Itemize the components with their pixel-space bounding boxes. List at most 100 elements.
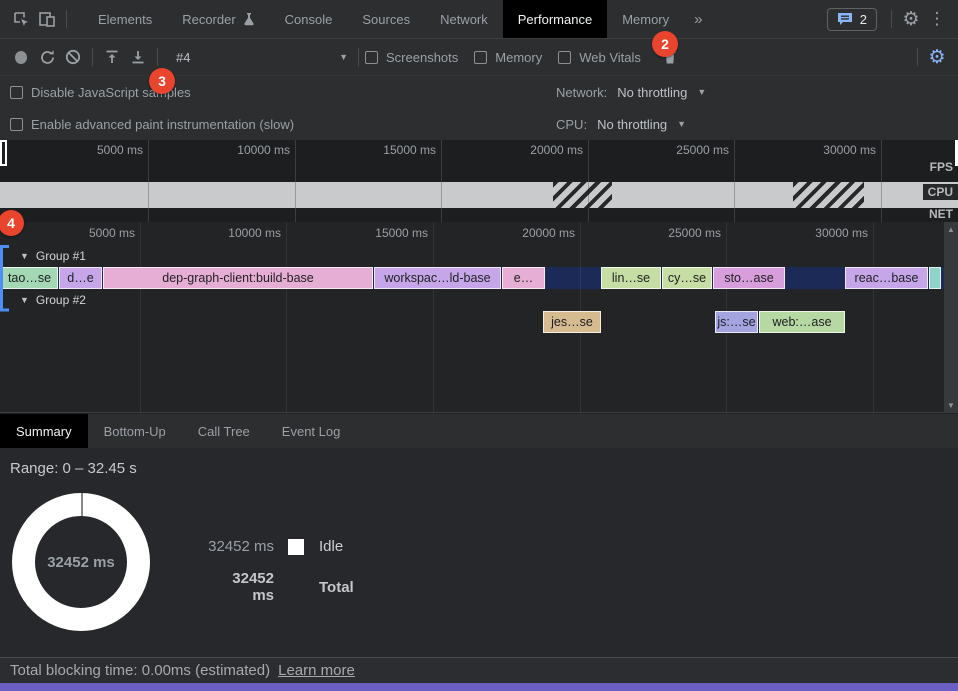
flame-bar[interactable]: web:…ase [759, 311, 845, 333]
feedback-bubble-icon [837, 13, 852, 25]
overview-window-left-handle[interactable] [0, 140, 7, 166]
timeline-tick-label: 15000 ms [375, 226, 428, 240]
flame-chart[interactable]: 5000 ms 10000 ms 15000 ms 20000 ms 25000 ms 3… [0, 222, 958, 413]
chevron-down-icon: ▼ [339, 52, 348, 62]
flame-bar[interactable]: e… [502, 267, 545, 289]
device-toolbar-icon[interactable] [34, 6, 60, 32]
overview-tick-label: 15000 ms [383, 143, 436, 157]
performance-toolbar: #4 ▼ Screenshots Memory Web Vitals ⚙ [0, 39, 958, 76]
details-tab-summary[interactable]: Summary [0, 414, 88, 448]
more-options-icon[interactable]: ⋮ [928, 9, 946, 29]
record-button[interactable] [8, 44, 34, 70]
lane-label-fps: FPS [929, 160, 953, 174]
tab-label: Performance [517, 11, 593, 27]
checkbox-screenshots[interactable]: Screenshots [365, 50, 458, 65]
flame-bar[interactable]: workspac…ld-base [374, 267, 501, 289]
overview-window-right-handle[interactable] [955, 140, 958, 166]
range-text: Range: 0 – 32.45 s [10, 460, 137, 477]
flame-bar[interactable]: dep-graph-client:build-base [103, 267, 373, 289]
details-tab-call-tree[interactable]: Call Tree [197, 423, 250, 439]
divider [891, 10, 892, 28]
flame-bar[interactable]: lin…se [601, 267, 661, 289]
history-dropdown[interactable]: #4 ▼ [168, 50, 348, 65]
capture-settings-pane: Disable JavaScript samples Enable advanc… [0, 76, 958, 140]
issues-counter[interactable]: 2 [826, 7, 877, 31]
checkbox-memory[interactable]: Memory [474, 50, 542, 65]
cpu-throttling: CPU: No throttling ▼ [556, 108, 686, 140]
flame-bar[interactable]: js:…se [715, 311, 758, 333]
chevron-down-icon: ▼ [677, 119, 687, 129]
summary-pane: Range: 0 – 32.45 s 32452 ms 32452 ms Idle… [0, 448, 958, 657]
load-profile-icon[interactable] [99, 44, 125, 70]
capture-settings-gear-icon[interactable]: ⚙ [928, 45, 946, 68]
overview-strip-gridline [588, 182, 589, 208]
timeline-gridline [140, 222, 141, 413]
overview-gridline [734, 140, 735, 222]
tab-network[interactable]: Network [425, 0, 503, 38]
flame-bar[interactable]: cy…se [662, 267, 712, 289]
overview-gridline [295, 140, 296, 222]
tab-elements[interactable]: Elements [83, 0, 167, 38]
tab-sources[interactable]: Sources [347, 0, 425, 38]
flame-bar[interactable] [929, 267, 941, 289]
bottom-accent-strip [0, 683, 958, 691]
cpu-throttling-select[interactable]: No throttling ▼ [597, 116, 687, 132]
flame-bar[interactable]: reac…base [845, 267, 928, 289]
timeline-overview[interactable]: 5000 ms 10000 ms 15000 ms 20000 ms 25000 ms 3… [0, 140, 958, 222]
step-badge-3: 3 [149, 68, 175, 94]
learn-more-link[interactable]: Learn more [278, 662, 355, 679]
timeline-tick-label: 30000 ms [815, 226, 868, 240]
checkbox-label: Web Vitals [579, 49, 641, 65]
timeline-scrollbar[interactable]: ▲ ▼ [944, 222, 958, 413]
group-header[interactable]: ▼ Group #1 [0, 245, 944, 267]
tab-memory[interactable]: Memory [607, 0, 684, 38]
overview-cpu-strip [0, 182, 958, 208]
checkbox-web-vitals[interactable]: Web Vitals [558, 50, 641, 65]
cpu-busy-hatch [793, 182, 864, 208]
tab-label: Sources [362, 11, 411, 27]
group-header[interactable]: ▼ Group #2 [0, 289, 944, 311]
tab-recorder[interactable]: Recorder [167, 0, 269, 38]
tab-label: Console [284, 11, 333, 27]
overview-tick-label: 25000 ms [676, 143, 729, 157]
divider [358, 48, 359, 66]
overview-strip-gridline [881, 182, 882, 208]
settings-gear-icon[interactable]: ⚙ [902, 7, 920, 30]
overview-tick-label: 20000 ms [530, 143, 583, 157]
legend-row: 32452 ms Total [208, 570, 353, 604]
network-throttling-select[interactable]: No throttling ▼ [617, 84, 707, 100]
timeline-tick-label: 10000 ms [228, 226, 281, 240]
checkbox-label: Memory [495, 49, 543, 65]
details-tab-bottom-up[interactable]: Bottom-Up [103, 423, 166, 439]
reload-and-record-icon[interactable] [34, 44, 60, 70]
checkbox-label: Screenshots [386, 49, 459, 65]
timeline-tick-label: 25000 ms [668, 226, 721, 240]
overview-strip-gridline [441, 182, 442, 208]
tab-label: Elements [98, 11, 153, 27]
network-throttling: Network: No throttling ▼ [556, 76, 706, 108]
save-profile-icon[interactable] [125, 44, 151, 70]
details-tab-event-log[interactable]: Event Log [281, 423, 341, 439]
legend-swatch [288, 538, 304, 555]
overview-strip-gridline [295, 182, 296, 208]
divider [66, 10, 67, 28]
legend-label: Idle [319, 538, 344, 555]
history-selected: #4 [176, 49, 191, 65]
inspect-element-icon[interactable] [8, 6, 34, 32]
checkbox-enable-advanced-paint-instrumentation-slow-[interactable]: Enable advanced paint instrumentation (s… [10, 117, 294, 132]
flame-bar[interactable]: tao…se [1, 267, 58, 289]
legend-value: 32452 ms [232, 570, 274, 604]
status-footer: Total blocking time: 0.00ms (estimated) … [0, 657, 958, 683]
tab-console[interactable]: Console [270, 0, 348, 38]
tab-performance[interactable]: Performance [502, 0, 608, 38]
legend-row: 32452 ms Idle [208, 538, 343, 555]
flame-bar[interactable]: d…e [59, 267, 102, 289]
cpu-busy-hatch [553, 182, 612, 208]
flame-bar[interactable]: jes…se [543, 311, 601, 333]
clear-icon[interactable] [60, 44, 86, 70]
flame-bar[interactable]: sto…ase [713, 267, 785, 289]
timeline-tick-label: 5000 ms [88, 226, 135, 240]
more-tabs-button[interactable]: » [694, 10, 703, 28]
network-label: Network: [556, 84, 608, 100]
